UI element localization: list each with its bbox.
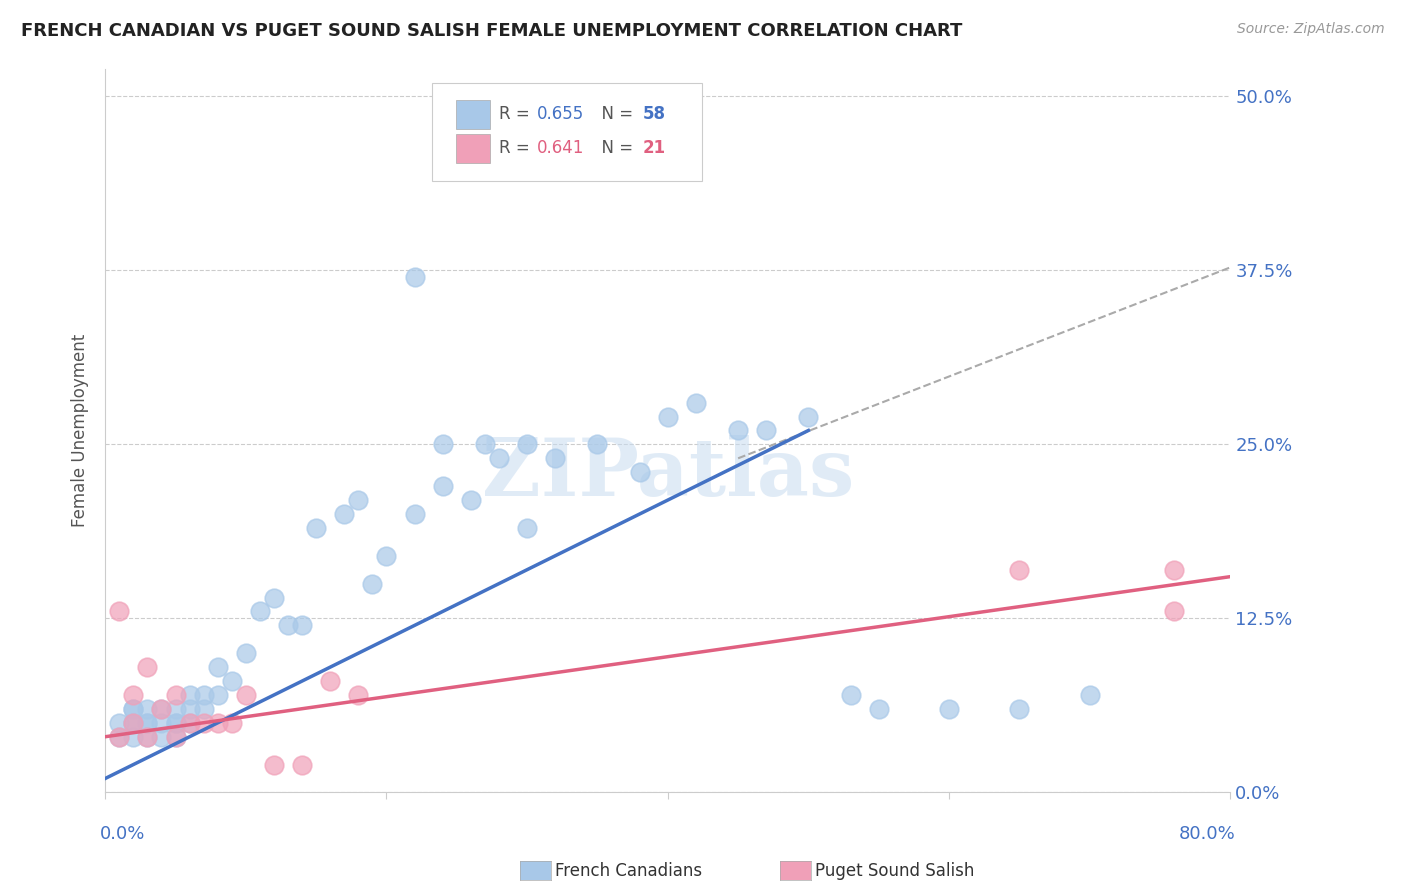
- Text: N =: N =: [592, 139, 638, 157]
- Text: R =: R =: [499, 139, 536, 157]
- Point: [727, 424, 749, 438]
- Point: [150, 702, 173, 716]
- Text: French Canadians: French Canadians: [555, 862, 703, 880]
- Point: [628, 465, 651, 479]
- Text: 58: 58: [643, 105, 666, 123]
- Point: [460, 493, 482, 508]
- Point: [179, 715, 201, 730]
- Point: [1078, 688, 1101, 702]
- Point: [474, 437, 496, 451]
- Point: [291, 757, 314, 772]
- Point: [347, 688, 370, 702]
- Point: [375, 549, 398, 563]
- Point: [108, 730, 131, 744]
- Point: [404, 507, 426, 521]
- Point: [221, 674, 243, 689]
- Point: [432, 479, 454, 493]
- Point: [291, 618, 314, 632]
- FancyBboxPatch shape: [457, 134, 491, 162]
- FancyBboxPatch shape: [432, 83, 702, 181]
- Point: [193, 702, 215, 716]
- Point: [432, 437, 454, 451]
- Point: [165, 702, 187, 716]
- Text: 80.0%: 80.0%: [1180, 825, 1236, 843]
- Point: [136, 730, 159, 744]
- Point: [263, 757, 285, 772]
- Point: [165, 715, 187, 730]
- Point: [333, 507, 356, 521]
- Point: [122, 688, 145, 702]
- Point: [179, 702, 201, 716]
- Point: [797, 409, 820, 424]
- Point: [1008, 702, 1031, 716]
- Point: [347, 493, 370, 508]
- Point: [1008, 563, 1031, 577]
- Point: [165, 730, 187, 744]
- Point: [136, 660, 159, 674]
- Y-axis label: Female Unemployment: Female Unemployment: [72, 334, 89, 527]
- Point: [516, 437, 538, 451]
- Point: [122, 702, 145, 716]
- Point: [277, 618, 299, 632]
- Text: N =: N =: [592, 105, 638, 123]
- Point: [165, 730, 187, 744]
- Point: [165, 688, 187, 702]
- Point: [136, 730, 159, 744]
- Point: [193, 715, 215, 730]
- Point: [1163, 604, 1185, 618]
- Point: [150, 730, 173, 744]
- Point: [122, 715, 145, 730]
- Point: [207, 688, 229, 702]
- Text: R =: R =: [499, 105, 536, 123]
- Point: [938, 702, 960, 716]
- Point: [179, 688, 201, 702]
- Text: Puget Sound Salish: Puget Sound Salish: [815, 862, 974, 880]
- Point: [122, 715, 145, 730]
- Point: [1163, 563, 1185, 577]
- Point: [263, 591, 285, 605]
- Point: [122, 715, 145, 730]
- Point: [249, 604, 271, 618]
- Point: [685, 395, 707, 409]
- Text: 0.655: 0.655: [537, 105, 585, 123]
- Point: [122, 730, 145, 744]
- Point: [165, 715, 187, 730]
- Point: [488, 451, 510, 466]
- Text: 0.0%: 0.0%: [100, 825, 145, 843]
- Point: [235, 646, 257, 660]
- Point: [136, 715, 159, 730]
- Point: [136, 715, 159, 730]
- Point: [868, 702, 890, 716]
- FancyBboxPatch shape: [457, 100, 491, 128]
- Text: Source: ZipAtlas.com: Source: ZipAtlas.com: [1237, 22, 1385, 37]
- Point: [305, 521, 328, 535]
- Point: [150, 715, 173, 730]
- Point: [207, 715, 229, 730]
- Point: [544, 451, 567, 466]
- Text: ZIPatlas: ZIPatlas: [482, 435, 853, 513]
- Point: [221, 715, 243, 730]
- Point: [404, 270, 426, 285]
- Text: FRENCH CANADIAN VS PUGET SOUND SALISH FEMALE UNEMPLOYMENT CORRELATION CHART: FRENCH CANADIAN VS PUGET SOUND SALISH FE…: [21, 22, 963, 40]
- Point: [839, 688, 862, 702]
- Point: [122, 702, 145, 716]
- Text: 0.641: 0.641: [537, 139, 585, 157]
- Point: [361, 576, 384, 591]
- Point: [586, 437, 609, 451]
- Point: [319, 674, 342, 689]
- Point: [108, 715, 131, 730]
- Point: [150, 702, 173, 716]
- Point: [193, 688, 215, 702]
- Text: 21: 21: [643, 139, 666, 157]
- Point: [657, 409, 679, 424]
- Point: [108, 604, 131, 618]
- Point: [516, 521, 538, 535]
- Point: [755, 424, 778, 438]
- Point: [108, 730, 131, 744]
- Point: [136, 702, 159, 716]
- Point: [207, 660, 229, 674]
- Point: [179, 715, 201, 730]
- Point: [235, 688, 257, 702]
